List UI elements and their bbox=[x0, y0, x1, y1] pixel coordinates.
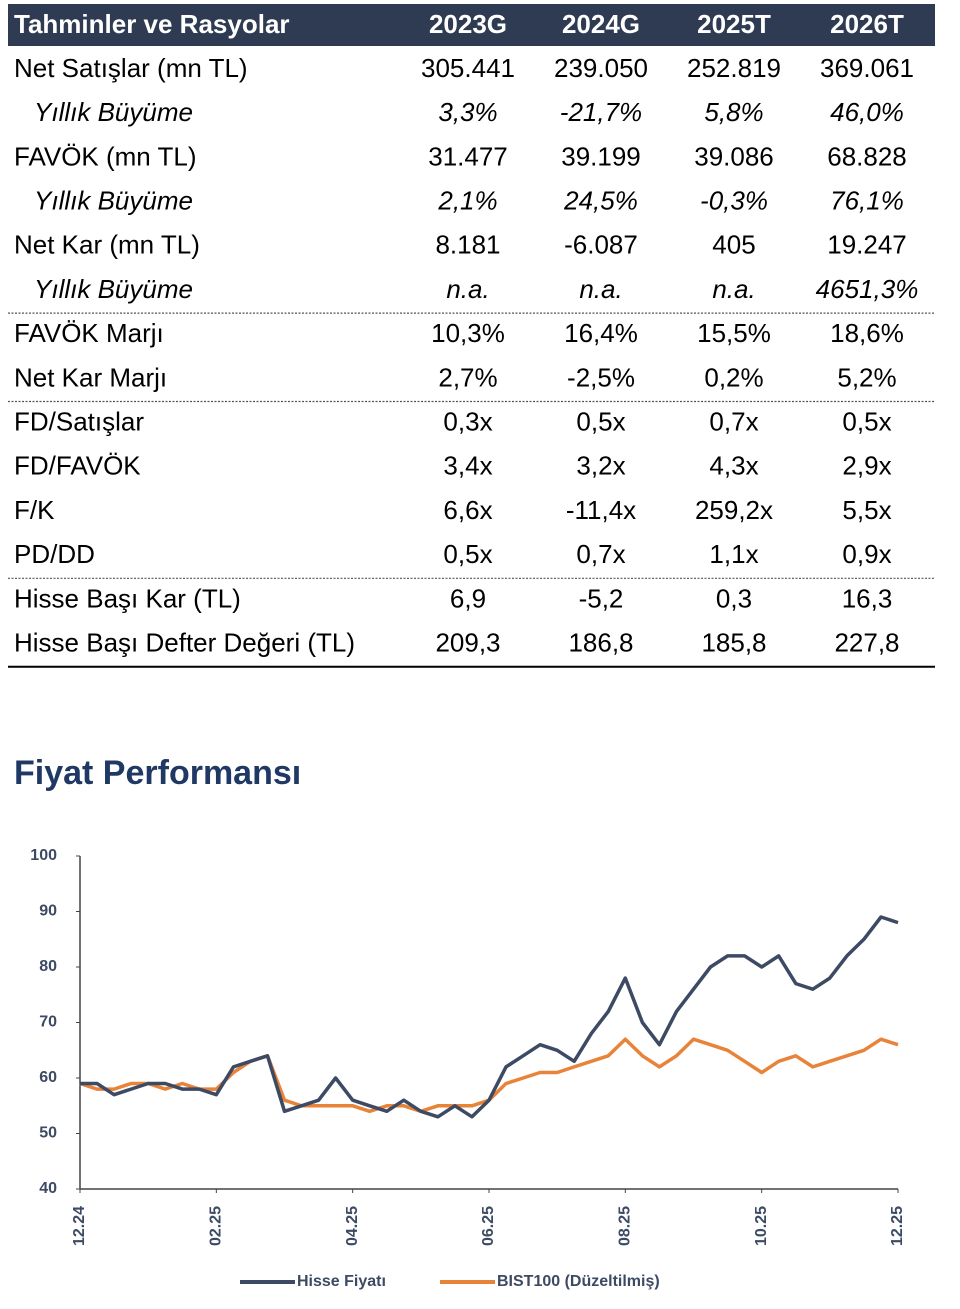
row-label: FD/FAVÖK bbox=[14, 451, 141, 481]
table-cell: 6,6x bbox=[443, 495, 492, 525]
row-label: Net Kar (mn TL) bbox=[14, 230, 200, 260]
table-cell: 0,5x bbox=[443, 539, 492, 569]
table-cell: 39.199 bbox=[561, 141, 641, 171]
table-header-bg bbox=[8, 4, 935, 46]
y-tick-label: 40 bbox=[39, 1180, 57, 1197]
table-cell: n.a. bbox=[446, 274, 489, 304]
table-cell: -6.087 bbox=[564, 230, 638, 260]
table-cell: 209,3 bbox=[435, 627, 500, 657]
table-cell: 227,8 bbox=[834, 627, 899, 657]
table-cell: 4,3x bbox=[709, 451, 758, 481]
table-cell: 185,8 bbox=[701, 627, 766, 657]
table-cell: 1,1x bbox=[709, 539, 758, 569]
table-cell: 68.828 bbox=[827, 141, 907, 171]
row-label: PD/DD bbox=[14, 539, 95, 569]
table-cell: 46,0% bbox=[830, 97, 904, 127]
table-cell: 259,2x bbox=[695, 495, 773, 525]
table-cell: 24,5% bbox=[563, 185, 638, 215]
table-cell: 6,9 bbox=[450, 583, 486, 613]
table-cell: 2,9x bbox=[842, 451, 891, 481]
table-cell: 8.181 bbox=[435, 230, 500, 260]
table-cell: 0,7x bbox=[709, 406, 758, 436]
x-tick-label: 08.25 bbox=[617, 1206, 634, 1246]
table-cell: 16,3 bbox=[842, 583, 893, 613]
row-label: Net Kar Marjı bbox=[14, 362, 167, 392]
table-cell: 252.819 bbox=[687, 53, 781, 83]
table-cell: n.a. bbox=[579, 274, 622, 304]
row-label: Yıllık Büyüme bbox=[34, 274, 193, 304]
y-tick-label: 90 bbox=[39, 903, 57, 920]
x-tick-label: 02.25 bbox=[208, 1206, 225, 1246]
table-cell: 16,4% bbox=[564, 318, 638, 348]
table-cell: 18,6% bbox=[830, 318, 904, 348]
y-tick-label: 100 bbox=[30, 847, 57, 864]
table-cell: 0,9x bbox=[842, 539, 891, 569]
table-cell: 5,8% bbox=[704, 97, 763, 127]
table-cell: 0,5x bbox=[576, 406, 625, 436]
table-cell: 10,3% bbox=[431, 318, 505, 348]
table-cell: 405 bbox=[712, 230, 755, 260]
table-cell: 0,3x bbox=[443, 406, 492, 436]
x-tick-label: 12.25 bbox=[889, 1206, 906, 1246]
x-tick-label: 06.25 bbox=[480, 1206, 497, 1246]
y-tick-label: 80 bbox=[39, 958, 57, 975]
table-cell: 39.086 bbox=[694, 141, 774, 171]
table-cell: 369.061 bbox=[820, 53, 914, 83]
chart-title: Fiyat Performansı bbox=[14, 754, 301, 792]
y-tick-label: 60 bbox=[39, 1069, 57, 1086]
table-cell: 239.050 bbox=[554, 53, 648, 83]
table-cell: -2,5% bbox=[567, 362, 635, 392]
table-cell: 15,5% bbox=[697, 318, 771, 348]
table-cell: 0,3 bbox=[716, 583, 752, 613]
row-label: Yıllık Büyüme bbox=[34, 185, 193, 215]
table-cell: 5,2% bbox=[837, 362, 896, 392]
table-cell: 3,2x bbox=[576, 451, 625, 481]
table-cell: 0,2% bbox=[704, 362, 763, 392]
legend-label: BIST100 (Düzeltilmiş) bbox=[497, 1273, 660, 1290]
table-cell: 3,4x bbox=[443, 451, 492, 481]
table-cell: 19.247 bbox=[827, 230, 907, 260]
table-cell: 76,1% bbox=[830, 185, 904, 215]
row-label: Net Satışlar (mn TL) bbox=[14, 53, 248, 83]
table-cell: -5,2 bbox=[579, 583, 624, 613]
row-label: Hisse Başı Kar (TL) bbox=[14, 583, 241, 613]
row-label: FAVÖK (mn TL) bbox=[14, 141, 197, 171]
table-cell: -11,4x bbox=[566, 495, 636, 525]
x-tick-label: 10.25 bbox=[753, 1206, 770, 1246]
x-tick-label: 12.24 bbox=[71, 1206, 88, 1246]
table-header-cell: 2024G bbox=[562, 9, 640, 39]
table-cell: 186,8 bbox=[568, 627, 633, 657]
table-header-cell: 2026T bbox=[830, 9, 904, 39]
table-cell: 4651,3% bbox=[816, 274, 919, 304]
table-cell: 2,1% bbox=[437, 185, 497, 215]
table-cell: 5,5x bbox=[842, 495, 891, 525]
table-cell: -0,3% bbox=[700, 185, 768, 215]
table-cell: 0,5x bbox=[842, 406, 891, 436]
table-cell: 305.441 bbox=[421, 53, 515, 83]
table-cell: 3,3% bbox=[438, 97, 497, 127]
table-cell: 31.477 bbox=[428, 141, 508, 171]
table-header-cell: 2023G bbox=[429, 9, 507, 39]
series-line bbox=[80, 915, 899, 1119]
table-header-cell: Tahminler ve Rasyolar bbox=[14, 9, 290, 39]
row-label: Hisse Başı Defter Değeri (TL) bbox=[14, 627, 355, 657]
table-cell: -21,7% bbox=[560, 97, 642, 127]
table-header-cell: 2025T bbox=[697, 9, 771, 39]
row-label: F/K bbox=[14, 495, 55, 525]
x-tick-label: 04.25 bbox=[344, 1206, 361, 1246]
legend-label: Hisse Fiyatı bbox=[297, 1273, 386, 1290]
row-label: FD/Satışlar bbox=[14, 406, 144, 436]
table-cell: 2,7% bbox=[438, 362, 497, 392]
row-label: Yıllık Büyüme bbox=[34, 97, 193, 127]
y-tick-label: 70 bbox=[39, 1014, 57, 1031]
table-cell: n.a. bbox=[712, 274, 755, 304]
table-cell: 0,7x bbox=[576, 539, 625, 569]
row-label: FAVÖK Marjı bbox=[14, 318, 164, 348]
y-tick-label: 50 bbox=[39, 1125, 57, 1142]
